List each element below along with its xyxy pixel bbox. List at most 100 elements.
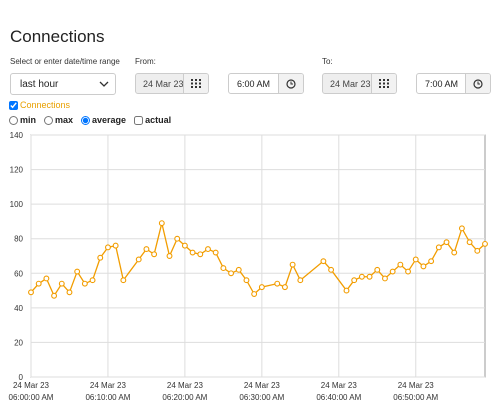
data-point <box>212 249 219 256</box>
data-point <box>112 242 119 249</box>
data-point <box>189 249 196 256</box>
to-date-value: 24 Mar 23 <box>330 78 371 89</box>
data-point <box>258 284 265 291</box>
calendar-icon <box>379 79 389 88</box>
from-date-value: 24 Mar 23 <box>143 78 183 89</box>
data-point <box>97 254 104 261</box>
data-point <box>289 261 296 268</box>
x-tick-label: 24 Mar 23 <box>13 381 50 390</box>
data-point <box>428 258 435 265</box>
from-time-value: 6:00 AM <box>237 78 271 89</box>
data-point <box>66 289 73 296</box>
data-point <box>28 289 34 296</box>
data-point <box>297 277 304 284</box>
data-point <box>281 284 288 291</box>
data-point <box>466 239 473 246</box>
x-tick-label: 24 Mar 23 <box>398 381 435 390</box>
data-point <box>135 256 142 263</box>
data-point <box>251 291 258 297</box>
calendar-button[interactable] <box>371 74 396 93</box>
data-point <box>458 225 465 232</box>
to-time-value: 7:00 AM <box>425 78 459 89</box>
page-title: Connections <box>10 27 105 46</box>
data-point <box>420 263 427 270</box>
range-label: Select or enter date/time range <box>10 57 120 66</box>
option-label: min <box>20 115 37 125</box>
from-date[interactable]: 24 Mar 23 <box>135 73 209 94</box>
to-time[interactable]: 7:00 AM <box>416 73 491 94</box>
x-tick-label: 24 Mar 23 <box>244 381 281 390</box>
x-tick-label: 06:40:00 AM <box>316 393 361 402</box>
to-date[interactable]: 24 Mar 23 <box>322 73 397 94</box>
data-point <box>104 244 111 251</box>
y-tick-label: 20 <box>14 338 23 347</box>
data-point <box>81 280 88 287</box>
clock-button[interactable] <box>465 74 490 93</box>
data-point <box>382 275 388 282</box>
dropdown-arrow <box>99 81 109 87</box>
checkbox[interactable] <box>134 115 144 125</box>
clock-icon <box>473 78 483 89</box>
calendar-button[interactable] <box>183 74 208 93</box>
range-value: last hour <box>20 78 59 90</box>
data-point <box>366 273 373 280</box>
x-tick-label: 24 Mar 23 <box>167 381 204 390</box>
data-point <box>405 268 412 275</box>
data-point <box>358 273 365 280</box>
data-point <box>443 239 450 246</box>
data-point <box>482 240 488 247</box>
data-point <box>412 256 419 263</box>
aggregation-options: min max average actual <box>9 115 171 125</box>
data-point <box>205 246 211 253</box>
data-point <box>228 270 235 277</box>
radio-button[interactable] <box>81 115 91 125</box>
to-label: To: <box>322 57 333 66</box>
calendar-icon <box>191 79 201 88</box>
data-point <box>397 261 404 268</box>
x-tick-label: 06:50:00 AM <box>393 393 438 402</box>
data-point <box>320 258 327 265</box>
data-point <box>451 249 458 256</box>
data-point <box>274 280 281 287</box>
data-point <box>235 266 242 273</box>
y-tick-label: 80 <box>14 235 23 244</box>
data-point <box>220 265 227 272</box>
option-label: actual <box>145 115 172 125</box>
x-tick-label: 24 Mar 23 <box>90 381 127 390</box>
y-tick-label: 0 <box>19 373 24 382</box>
y-tick-label: 100 <box>10 200 24 209</box>
clock-icon <box>286 78 296 89</box>
data-point <box>166 253 173 259</box>
aggregation-option[interactable]: min <box>9 115 36 125</box>
aggregation-option[interactable]: average <box>81 115 126 125</box>
series-checkbox[interactable] <box>9 100 18 110</box>
x-tick-label: 24 Mar 23 <box>321 381 358 390</box>
data-point <box>389 268 396 275</box>
option-label: max <box>55 115 74 125</box>
series-toggle[interactable]: Connections <box>9 100 70 110</box>
data-point <box>374 266 381 273</box>
chart: 0 20 40 60 80 100 120 140 24 Mar 23 06:00:00 AM 24… <box>9 131 488 402</box>
radio-button[interactable] <box>44 115 54 125</box>
aggregation-option[interactable]: max <box>44 115 73 125</box>
x-tick-label: 06:20:00 AM <box>162 393 207 402</box>
data-point <box>174 235 181 242</box>
from-time[interactable]: 6:00 AM <box>228 73 304 94</box>
plot-area <box>30 134 486 378</box>
y-tick-label: 60 <box>14 269 23 278</box>
data-point <box>89 277 96 284</box>
range-select[interactable]: last hour <box>10 73 116 95</box>
option-label: average <box>92 115 127 125</box>
from-label: From: <box>135 57 156 66</box>
clock-button[interactable] <box>278 74 303 93</box>
data-point <box>35 280 42 287</box>
x-tick-label: 06:30:00 AM <box>239 393 284 402</box>
data-point <box>243 277 250 284</box>
y-tick-label: 140 <box>10 131 24 140</box>
actual-toggle[interactable]: actual <box>134 115 171 125</box>
x-tick-label: 06:10:00 AM <box>85 393 130 402</box>
data-point <box>328 266 335 273</box>
radio-button[interactable] <box>9 115 18 125</box>
data-point <box>43 275 50 282</box>
data-point <box>181 242 188 249</box>
